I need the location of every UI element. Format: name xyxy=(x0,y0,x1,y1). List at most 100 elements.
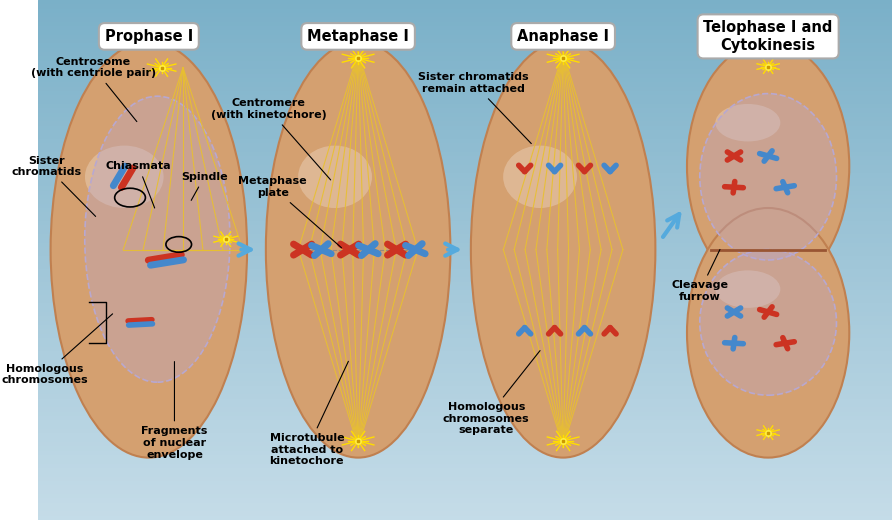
Bar xyxy=(37,373,892,377)
Ellipse shape xyxy=(715,104,780,141)
Bar xyxy=(37,156,892,160)
Bar xyxy=(37,61,892,65)
Bar xyxy=(37,39,892,43)
Bar xyxy=(37,0,892,4)
Bar xyxy=(37,247,892,251)
Bar xyxy=(37,139,892,143)
Bar xyxy=(37,316,892,321)
Text: Metaphase I: Metaphase I xyxy=(307,29,409,44)
Bar xyxy=(37,381,892,386)
Bar xyxy=(37,399,892,403)
Text: Sister chromatids
remain attached: Sister chromatids remain attached xyxy=(418,72,532,144)
Bar xyxy=(37,368,892,373)
Bar xyxy=(37,169,892,173)
Bar xyxy=(37,446,892,451)
Ellipse shape xyxy=(51,42,247,458)
Bar xyxy=(37,386,892,390)
Text: Fragments
of nuclear
envelope: Fragments of nuclear envelope xyxy=(141,361,208,460)
Bar xyxy=(37,143,892,147)
Bar xyxy=(37,433,892,438)
Text: Prophase I: Prophase I xyxy=(104,29,193,44)
Bar xyxy=(37,152,892,156)
Bar xyxy=(37,481,892,485)
Bar xyxy=(37,56,892,61)
Bar xyxy=(37,438,892,442)
Ellipse shape xyxy=(266,42,450,458)
Bar xyxy=(37,256,892,260)
Text: Microtubule
attached to
kinetochore: Microtubule attached to kinetochore xyxy=(269,361,349,466)
Bar xyxy=(37,347,892,351)
Bar xyxy=(37,182,892,186)
Text: Centrosome
(with centriole pair): Centrosome (with centriole pair) xyxy=(30,57,156,122)
Text: Anaphase I: Anaphase I xyxy=(517,29,609,44)
Bar xyxy=(37,416,892,420)
Bar xyxy=(37,4,892,9)
Text: Cleavage
furrow: Cleavage furrow xyxy=(672,250,728,302)
Bar xyxy=(37,117,892,121)
Bar xyxy=(37,325,892,329)
Bar xyxy=(37,251,892,256)
Bar xyxy=(37,30,892,35)
Bar xyxy=(37,338,892,342)
Bar xyxy=(37,113,892,117)
Ellipse shape xyxy=(700,94,837,260)
Bar xyxy=(37,451,892,455)
Bar xyxy=(37,204,892,208)
Bar xyxy=(37,95,892,100)
Bar xyxy=(37,503,892,507)
Bar xyxy=(37,403,892,407)
Bar xyxy=(37,238,892,243)
Bar xyxy=(37,412,892,416)
Bar xyxy=(37,178,892,182)
Bar xyxy=(37,308,892,312)
Bar xyxy=(37,516,892,520)
Bar xyxy=(37,472,892,477)
Ellipse shape xyxy=(85,146,163,208)
Bar xyxy=(37,208,892,212)
Bar xyxy=(37,329,892,334)
Bar xyxy=(37,494,892,498)
Bar xyxy=(37,295,892,299)
Ellipse shape xyxy=(85,96,230,382)
Bar xyxy=(37,126,892,130)
Bar xyxy=(37,212,892,217)
Bar xyxy=(37,13,892,17)
Bar xyxy=(37,498,892,503)
Bar xyxy=(37,407,892,412)
Bar xyxy=(37,35,892,39)
Ellipse shape xyxy=(700,250,837,395)
Text: Centromere
(with kinetochore): Centromere (with kinetochore) xyxy=(211,98,331,180)
Ellipse shape xyxy=(687,42,849,291)
Bar xyxy=(37,299,892,303)
Bar xyxy=(37,9,892,13)
Bar xyxy=(37,303,892,308)
Bar xyxy=(37,74,892,78)
Bar xyxy=(37,195,892,199)
Bar xyxy=(37,277,892,282)
Bar xyxy=(37,173,892,178)
Bar xyxy=(37,507,892,511)
Bar xyxy=(37,490,892,494)
Ellipse shape xyxy=(687,208,849,458)
Bar xyxy=(37,286,892,290)
Bar xyxy=(37,82,892,87)
Bar xyxy=(37,342,892,347)
Bar xyxy=(37,91,892,95)
Bar xyxy=(37,485,892,490)
Bar xyxy=(37,17,892,22)
Text: Metaphase
plate: Metaphase plate xyxy=(238,176,342,248)
Bar xyxy=(37,87,892,91)
Text: Sister
chromatids: Sister chromatids xyxy=(12,155,95,216)
Text: Homologous
chromosomes
separate: Homologous chromosomes separate xyxy=(443,350,540,435)
Bar xyxy=(37,48,892,52)
Bar xyxy=(37,334,892,338)
Bar xyxy=(37,377,892,381)
Bar xyxy=(37,52,892,56)
Ellipse shape xyxy=(298,146,372,208)
Text: Chiasmata: Chiasmata xyxy=(106,161,171,208)
Bar xyxy=(37,442,892,446)
Bar xyxy=(37,459,892,464)
Text: Spindle: Spindle xyxy=(181,172,227,200)
Bar xyxy=(37,312,892,316)
Bar xyxy=(37,455,892,459)
